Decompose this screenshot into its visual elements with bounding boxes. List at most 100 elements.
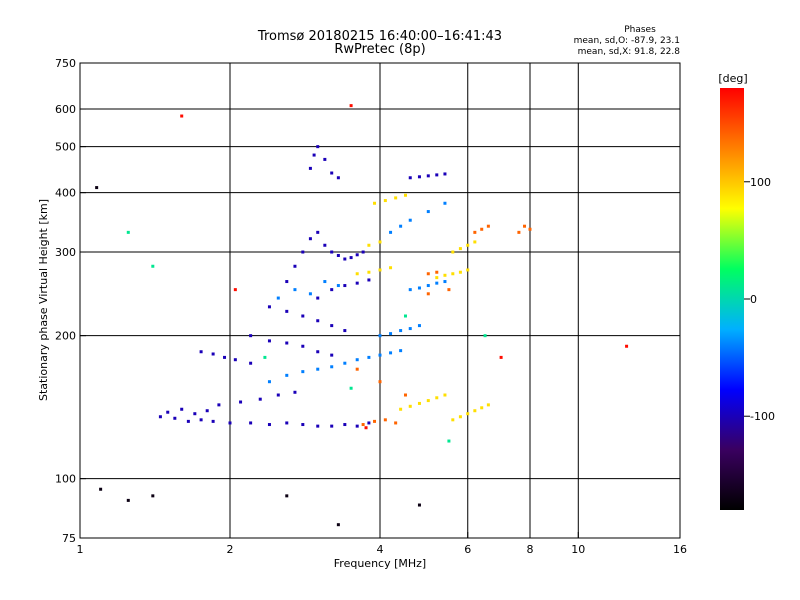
data-point <box>435 281 439 285</box>
data-point <box>316 424 320 428</box>
data-point <box>378 353 382 357</box>
data-point <box>217 403 221 407</box>
colorbar-label: [deg] <box>718 72 747 85</box>
data-point <box>205 409 209 413</box>
data-point <box>349 256 353 260</box>
data-point <box>249 334 253 338</box>
data-point <box>361 250 365 254</box>
data-point <box>435 396 439 400</box>
data-point <box>312 153 316 157</box>
data-point <box>349 104 353 108</box>
data-point <box>355 424 359 428</box>
data-point <box>408 218 412 222</box>
data-point <box>336 176 340 180</box>
data-point <box>316 367 320 371</box>
data-point <box>301 344 305 348</box>
x-tick-label: 4 <box>377 543 384 556</box>
data-point <box>367 278 371 282</box>
data-point <box>473 230 477 234</box>
data-point <box>426 399 430 403</box>
data-point <box>389 351 393 355</box>
data-point <box>383 418 387 422</box>
data-point <box>343 423 347 427</box>
data-point <box>316 350 320 354</box>
data-point <box>355 358 359 362</box>
colorbar-tick-label: -100 <box>750 410 775 423</box>
data-point <box>211 419 215 423</box>
data-point <box>389 266 393 270</box>
data-point <box>417 503 421 507</box>
data-point <box>258 397 262 401</box>
data-point <box>466 268 470 272</box>
data-point <box>330 365 334 369</box>
data-point <box>426 284 430 288</box>
data-point <box>249 361 253 365</box>
data-point <box>451 272 455 276</box>
colorbar-tick-label: 0 <box>750 293 757 306</box>
data-point <box>355 281 359 285</box>
data-point <box>263 355 267 359</box>
data-point <box>267 305 271 309</box>
data-point <box>239 400 243 404</box>
data-point <box>186 419 190 423</box>
chart-subtitle: RwPretec (8p) <box>334 42 425 57</box>
data-point <box>233 358 237 362</box>
data-point <box>373 201 377 205</box>
data-point <box>355 253 359 257</box>
data-point <box>330 353 334 357</box>
data-point <box>443 172 447 176</box>
colorbar-tick-label: 100 <box>750 176 771 189</box>
data-point <box>199 418 203 422</box>
data-point <box>316 296 320 300</box>
data-point <box>435 270 439 274</box>
data-point <box>301 423 305 427</box>
data-points <box>95 104 629 527</box>
x-tick-label: 6 <box>464 543 471 556</box>
data-point <box>323 243 327 247</box>
data-point <box>126 498 130 502</box>
data-point <box>447 288 451 292</box>
stats-header: Phases <box>624 25 656 35</box>
data-point <box>316 230 320 234</box>
x-tick-label: 8 <box>527 543 534 556</box>
data-point <box>435 173 439 177</box>
data-point <box>343 329 347 333</box>
data-point <box>458 270 462 274</box>
y-tick-label: 100 <box>55 473 76 486</box>
data-point <box>367 270 371 274</box>
y-tick-label: 500 <box>55 141 76 154</box>
data-point <box>293 288 297 292</box>
data-point <box>417 401 421 405</box>
data-point <box>403 393 407 397</box>
data-point <box>361 423 365 427</box>
data-point <box>378 268 382 272</box>
data-point <box>285 373 289 377</box>
data-point <box>399 407 403 411</box>
data-point <box>330 250 334 254</box>
data-point <box>267 339 271 343</box>
data-point <box>285 309 289 313</box>
data-point <box>417 175 421 179</box>
data-point <box>443 393 447 397</box>
data-point <box>330 324 334 328</box>
data-point <box>451 418 455 422</box>
data-point <box>458 247 462 251</box>
data-point <box>378 240 382 244</box>
data-point <box>364 426 368 430</box>
data-point <box>285 280 289 284</box>
data-point <box>330 171 334 175</box>
data-point <box>399 329 403 333</box>
data-point <box>443 280 447 284</box>
data-point <box>323 280 327 284</box>
data-point <box>355 272 359 276</box>
data-point <box>199 350 203 354</box>
data-point <box>466 243 470 247</box>
data-point <box>301 370 305 374</box>
data-point <box>99 487 103 491</box>
data-point <box>285 494 289 498</box>
data-point <box>285 421 289 425</box>
data-point <box>417 324 421 328</box>
data-point <box>223 355 227 359</box>
data-point <box>426 292 430 296</box>
data-point <box>316 145 320 149</box>
